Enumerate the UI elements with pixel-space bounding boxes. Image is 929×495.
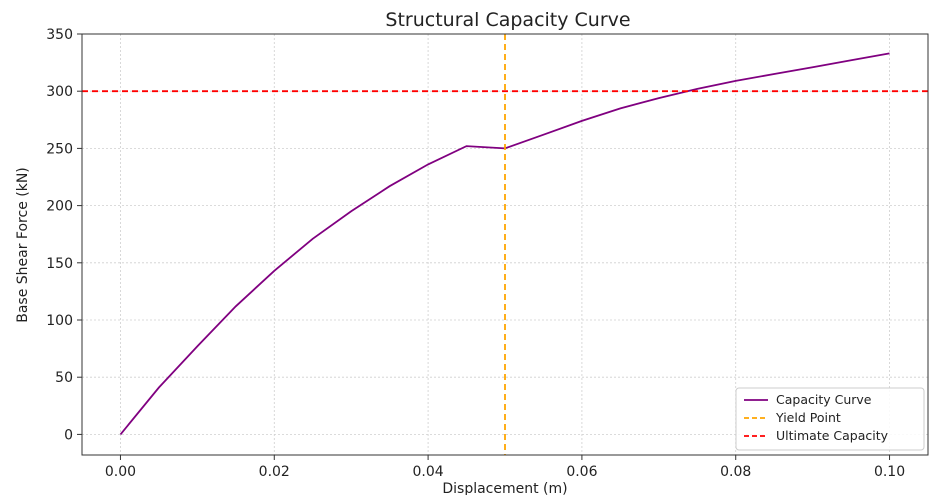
legend-label: Ultimate Capacity: [776, 428, 889, 443]
x-tick-label: 0.10: [874, 464, 905, 480]
legend: Capacity Curve Yield Point Ultimate Capaci…: [735, 387, 925, 451]
y-axis-label: Base Shear Force (kN): [15, 167, 31, 323]
legend-label: Capacity Curve: [776, 392, 872, 407]
x-tick-label: 0.00: [105, 464, 136, 480]
plot-frame: [81, 33, 929, 456]
series-layer: [82, 34, 928, 455]
ticks: 0.00 0.02 0.04 0.06 0.08 0.10 0 50 100 150 200 250 3…: [46, 27, 905, 480]
legend-label: Yield Point: [775, 410, 841, 425]
y-tick-label: 300: [46, 84, 73, 100]
x-tick-label: 0.06: [566, 464, 597, 480]
legend-box: [735, 387, 925, 451]
y-tick-label: 350: [46, 27, 73, 43]
x-axis-label: Displacement (m): [442, 481, 567, 495]
y-tick-label: 200: [46, 199, 73, 215]
y-tick-label: 50: [55, 370, 73, 386]
x-tick-label: 0.02: [259, 464, 290, 480]
chart-title: Structural Capacity Curve: [385, 9, 630, 31]
x-tick-label: 0.08: [720, 464, 751, 480]
y-tick-label: 150: [46, 256, 73, 272]
y-tick-label: 250: [46, 141, 73, 157]
y-tick-label: 0: [64, 427, 73, 443]
x-tick-label: 0.04: [413, 464, 444, 480]
y-tick-label: 100: [46, 313, 73, 329]
